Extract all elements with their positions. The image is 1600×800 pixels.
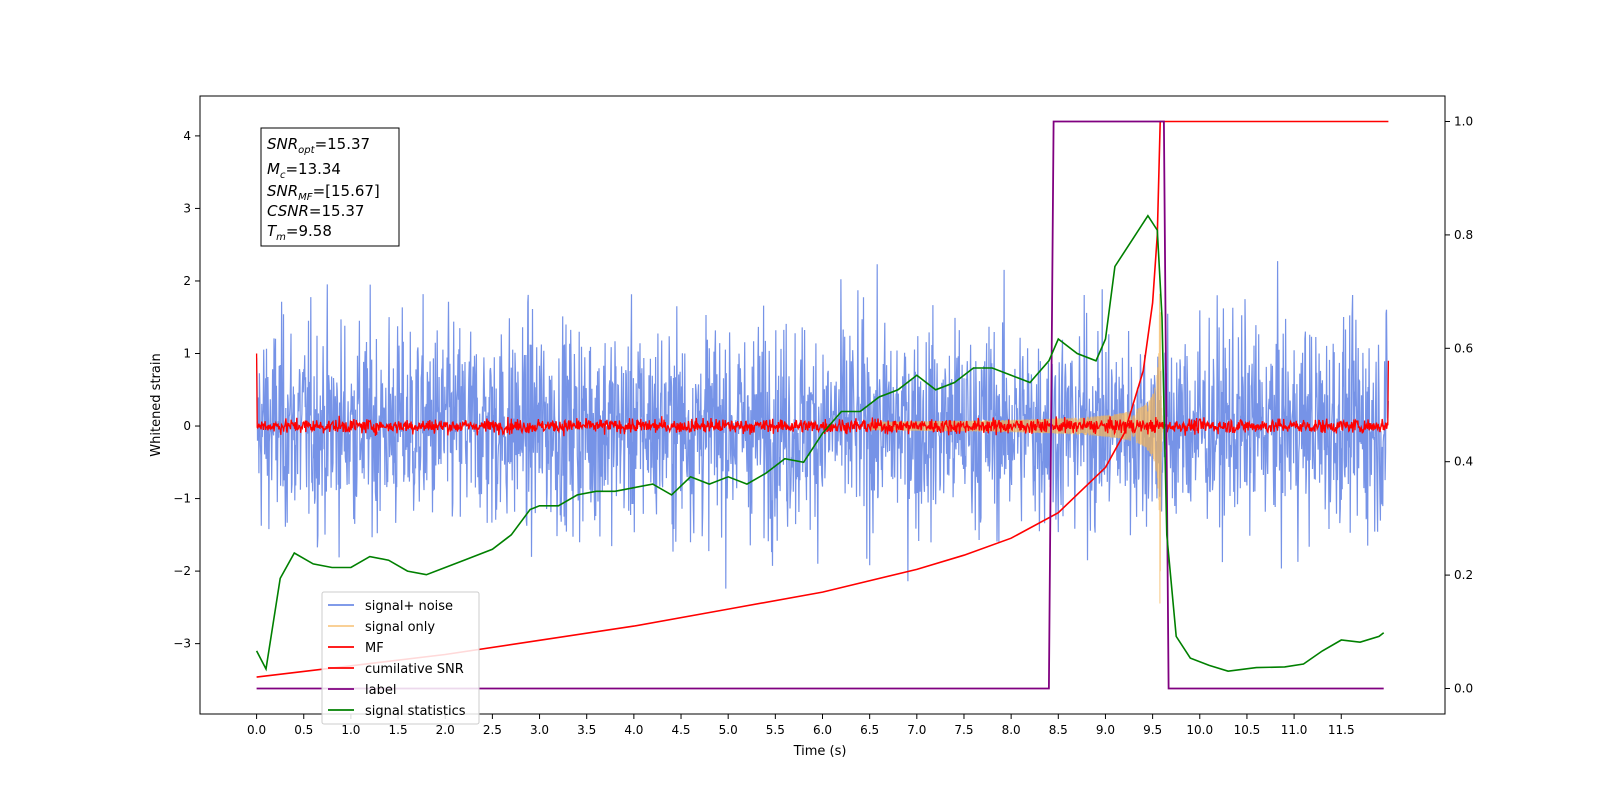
x-tick-label: 6.5 xyxy=(860,723,879,737)
y-tick-label: 0 xyxy=(183,419,191,433)
y2-tick-label: 0.0 xyxy=(1454,681,1473,695)
y-axis-label: Whitened strain xyxy=(149,353,164,456)
y-tick-label: 1 xyxy=(183,347,191,361)
x-tick-label: 3.0 xyxy=(530,723,549,737)
x-tick-label: 5.0 xyxy=(719,723,738,737)
legend: signal+ noise signal only MF cumilative SNR… xyxy=(321,591,480,725)
annotation-tm: Tm=9.58 xyxy=(267,222,332,243)
y-axis-left: 4 3 2 1 0 −1 −2 −3 xyxy=(173,129,200,651)
x-tick-label: 1.5 xyxy=(389,723,408,737)
y2-tick-label: 0.8 xyxy=(1454,228,1473,242)
x-tick-label: 7.0 xyxy=(907,723,926,737)
x-tick-label: 9.5 xyxy=(1143,723,1162,737)
series-signal-noise xyxy=(256,261,1389,589)
x-tick-label: 8.0 xyxy=(1002,723,1021,737)
x-tick-label: 4.5 xyxy=(671,723,690,737)
y-tick-label: 3 xyxy=(183,201,191,215)
x-tick-label: 0.0 xyxy=(247,723,266,737)
x-tick-label: 9.0 xyxy=(1096,723,1115,737)
y-tick-label: −1 xyxy=(173,492,191,506)
x-tick-label: 2.5 xyxy=(483,723,502,737)
x-tick-label: 3.5 xyxy=(577,723,596,737)
legend-entry-label: label xyxy=(365,683,396,698)
y-tick-label: 4 xyxy=(183,129,191,143)
legend-entry-label: signal only xyxy=(365,620,435,635)
x-tick-label: 10.5 xyxy=(1234,723,1261,737)
y2-tick-label: 0.4 xyxy=(1454,455,1473,469)
x-axis: 0.0 0.5 1.0 1.5 2.0 2.5 3.0 3.5 4.0 4.5 5.0 5.5 6.0 6… xyxy=(247,714,1355,737)
y-tick-label: −3 xyxy=(173,637,191,651)
x-tick-label: 8.5 xyxy=(1049,723,1068,737)
x-axis-label: Time (s) xyxy=(793,744,847,759)
legend-entry-label: signal statistics xyxy=(365,704,466,719)
series-mf xyxy=(255,353,1390,437)
y2-tick-label: 1.0 xyxy=(1454,115,1473,129)
y-axis-right: 1.0 0.8 0.6 0.4 0.2 0.0 xyxy=(1445,115,1473,695)
x-tick-label: 5.5 xyxy=(766,723,785,737)
y-tick-label: −2 xyxy=(173,564,191,578)
annotation-mc: Mc=13.34 xyxy=(267,160,341,181)
series-signal-statistics xyxy=(255,214,1385,673)
series-label xyxy=(256,120,1384,690)
legend-entry-label: cumilative SNR xyxy=(365,662,464,677)
legend-entry-label: MF xyxy=(365,641,384,656)
annotation-snr-opt: SNRopt=15.37 xyxy=(267,135,370,156)
x-tick-label: 11.5 xyxy=(1328,723,1355,737)
x-tick-label: 11.0 xyxy=(1281,723,1308,737)
series-layer xyxy=(255,120,1390,690)
y2-tick-label: 0.2 xyxy=(1454,568,1473,582)
series-signal-only xyxy=(869,293,1166,604)
annotation-csnr: CSNR=15.37 xyxy=(267,202,364,220)
x-tick-label: 6.0 xyxy=(813,723,832,737)
y2-tick-label: 0.6 xyxy=(1454,341,1473,355)
x-tick-label: 1.0 xyxy=(341,723,360,737)
annotation-snr-mf: SNRMF=[15.67] xyxy=(267,182,380,203)
legend-entry-label: signal+ noise xyxy=(365,599,453,614)
x-tick-label: 10.0 xyxy=(1186,723,1213,737)
y-tick-label: 2 xyxy=(183,274,191,288)
x-tick-label: 7.5 xyxy=(954,723,973,737)
x-tick-label: 0.5 xyxy=(294,723,313,737)
series-cumulative-snr xyxy=(256,120,1389,678)
x-tick-label: 2.0 xyxy=(436,723,455,737)
x-tick-label: 4.0 xyxy=(624,723,643,737)
stats-annotation-box: SNRopt=15.37 Mc=13.34 SNRMF=[15.67] CSNR… xyxy=(260,127,400,247)
